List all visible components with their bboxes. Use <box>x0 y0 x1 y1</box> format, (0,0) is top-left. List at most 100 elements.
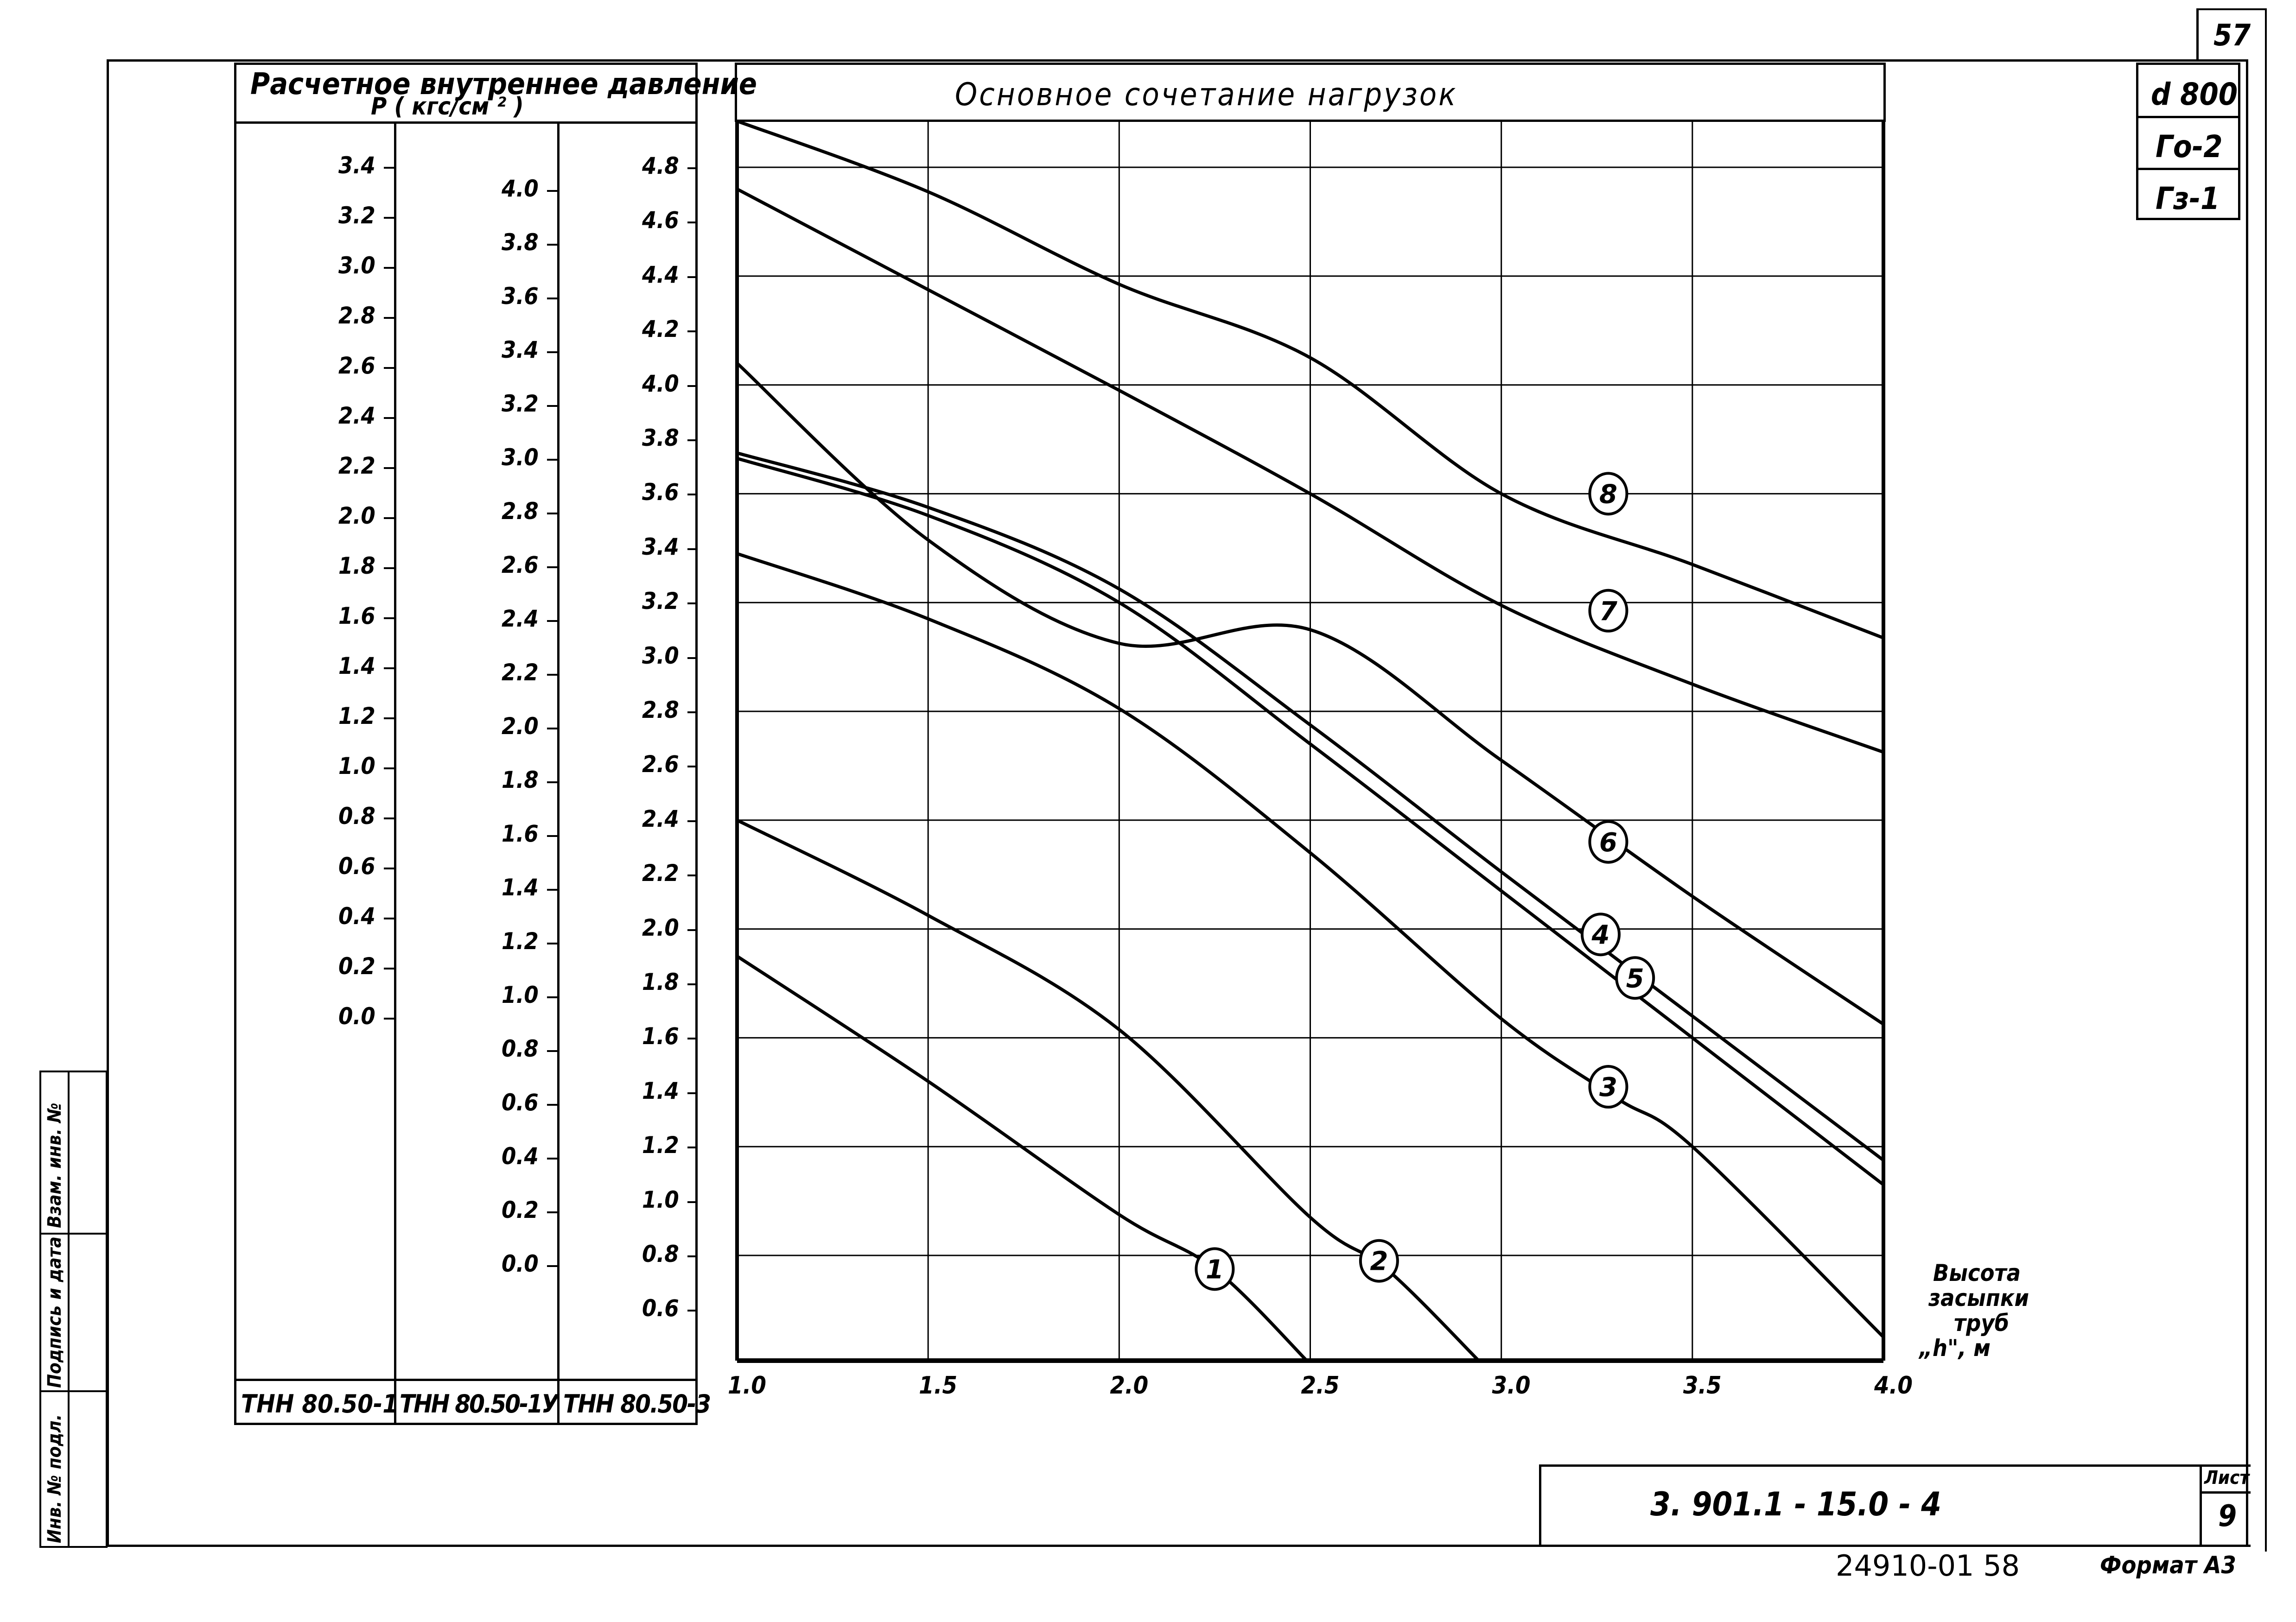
axis-tick-label: 4.6 <box>642 207 679 234</box>
axis-tick-mark <box>547 459 557 461</box>
axis-tick-label: 0.8 <box>338 803 375 830</box>
axis-tick-label: 3.2 <box>642 588 679 615</box>
parameter-divider-2 <box>2136 168 2240 170</box>
pressure-table-footer-divider <box>234 1379 698 1381</box>
x-axis-label-line-2: засыпки <box>1928 1285 2029 1312</box>
parameter-go: Го-2 <box>2156 129 2223 165</box>
x-tick-label: 3.0 <box>1492 1372 1531 1400</box>
axis-tick-label: 1.6 <box>502 820 539 847</box>
x-tick-label: 1.0 <box>728 1372 766 1400</box>
axis-tick-label: 0.0 <box>338 1003 375 1030</box>
axis-tick-mark <box>687 711 698 713</box>
axis-tick-mark <box>384 467 394 469</box>
axis-tick-label: 1.8 <box>338 552 375 579</box>
title-block <box>1539 1464 2251 1547</box>
page-number-cell-right <box>2265 8 2267 1552</box>
title-block-divider <box>2200 1464 2202 1547</box>
sheet-label: Лист <box>2204 1467 2250 1489</box>
axis-tick-label: 1.2 <box>338 703 375 729</box>
axis-tick-label: 0.8 <box>502 1035 539 1062</box>
axis-tick-mark <box>547 943 557 944</box>
axis-tick-label: 2.8 <box>502 498 539 525</box>
axis-tick-mark <box>687 330 698 333</box>
axis-tick-label: 1.0 <box>338 753 375 779</box>
axis-tick-mark <box>687 929 698 931</box>
axis-tick-mark <box>687 1310 698 1312</box>
axis-tick-mark <box>687 766 698 768</box>
axis-tick-mark <box>547 1211 557 1213</box>
axis-tick-label: 0.6 <box>502 1089 539 1116</box>
axis-tick-label: 3.4 <box>502 336 539 363</box>
side-stamp-divider-2 <box>39 1390 108 1392</box>
axis-tick-mark <box>384 667 394 669</box>
frame-right <box>2246 59 2248 1547</box>
axis-tick-label: 1.8 <box>642 969 679 995</box>
axis-tick-mark <box>384 317 394 319</box>
axis-tick-mark <box>547 620 557 622</box>
curve-label-circle <box>1588 472 1628 516</box>
axis-tick-label: 3.4 <box>338 152 375 179</box>
axis-tick-mark <box>384 817 394 819</box>
page-number-cell-divider <box>2196 9 2199 62</box>
title-block-sheet-divider <box>2200 1491 2251 1494</box>
axis-tick-mark <box>687 167 698 169</box>
axis-tick-label: 0.4 <box>502 1143 539 1170</box>
chart-title: Основное сочетание нагрузок <box>955 76 1458 113</box>
curve-8 <box>737 121 1883 640</box>
axis-tick-label: 4.2 <box>642 316 679 343</box>
axis-tick-label: 3.8 <box>502 229 539 256</box>
axis-tick-mark <box>384 717 394 719</box>
curve-label-circle <box>1615 956 1655 1000</box>
axis-tick-label: 1.2 <box>642 1132 679 1159</box>
axis-tick-label: 2.6 <box>502 551 539 578</box>
frame-top <box>107 59 2248 62</box>
pressure-table-title: Расчетное внутреннее давление <box>250 67 757 101</box>
parameter-divider-1 <box>2136 116 2240 118</box>
axis-tick-mark <box>547 996 557 998</box>
axis-tick-label: 4.0 <box>502 175 539 202</box>
axis-tick-label: 1.6 <box>338 602 375 629</box>
axis-tick-label: 4.8 <box>642 152 679 179</box>
side-stamp <box>39 1071 70 1548</box>
axis-tick-label: 0.4 <box>338 903 375 930</box>
axis-tick-mark <box>547 298 557 299</box>
pressure-table <box>234 63 698 1425</box>
pressure-table-header-divider <box>234 121 698 124</box>
curve-label-circle <box>1580 912 1621 957</box>
axis-tick-label: 4.0 <box>642 370 679 397</box>
axis-tick-label: 3.2 <box>338 202 375 229</box>
axis-tick-label: 3.2 <box>502 390 539 417</box>
document-designation: 3. 901.1 - 15.0 - 4 <box>1650 1485 1941 1523</box>
curve-2 <box>737 818 1481 1361</box>
axis-tick-label: 2.8 <box>338 302 375 329</box>
curve-6 <box>737 362 1883 1026</box>
axis-tick-label: 2.2 <box>502 659 539 686</box>
axis-tick-mark <box>384 167 394 169</box>
axis-tick-label: 1.4 <box>338 653 375 679</box>
axis-tick-mark <box>384 367 394 369</box>
parameter-diameter: d 800 <box>2151 76 2238 112</box>
curve-label-5: 5 <box>1626 963 1644 994</box>
axis-tick-label: 3.0 <box>642 642 679 669</box>
curve-7 <box>737 187 1883 754</box>
axis-tick-label: 4.4 <box>642 261 679 288</box>
axis-tick-label: 2.4 <box>642 805 679 832</box>
curve-label-6: 6 <box>1599 828 1617 858</box>
axis-tick-mark <box>687 1147 698 1149</box>
x-tick-label: 3.5 <box>1683 1372 1722 1400</box>
curve-label-circle <box>1195 1247 1235 1291</box>
curve-5 <box>737 456 1883 1186</box>
axis-tick-mark <box>687 1255 698 1257</box>
pressure-table-unit: P ( кгс/см ² ) <box>371 93 524 120</box>
axis-tick-label: 2.6 <box>642 751 679 778</box>
axis-tick-mark <box>687 1201 698 1203</box>
axis-tick-label: 0.8 <box>642 1241 679 1267</box>
x-axis-label-line-4: „h", м <box>1919 1335 1991 1362</box>
axis-tick-mark <box>547 674 557 676</box>
axis-tick-mark <box>687 602 698 605</box>
axis-tick-mark <box>547 781 557 783</box>
axis-tick-label: 3.6 <box>502 283 539 310</box>
axis-tick-mark <box>547 1104 557 1106</box>
axis-tick-mark <box>687 439 698 441</box>
axis-tick-label: 2.8 <box>642 697 679 723</box>
